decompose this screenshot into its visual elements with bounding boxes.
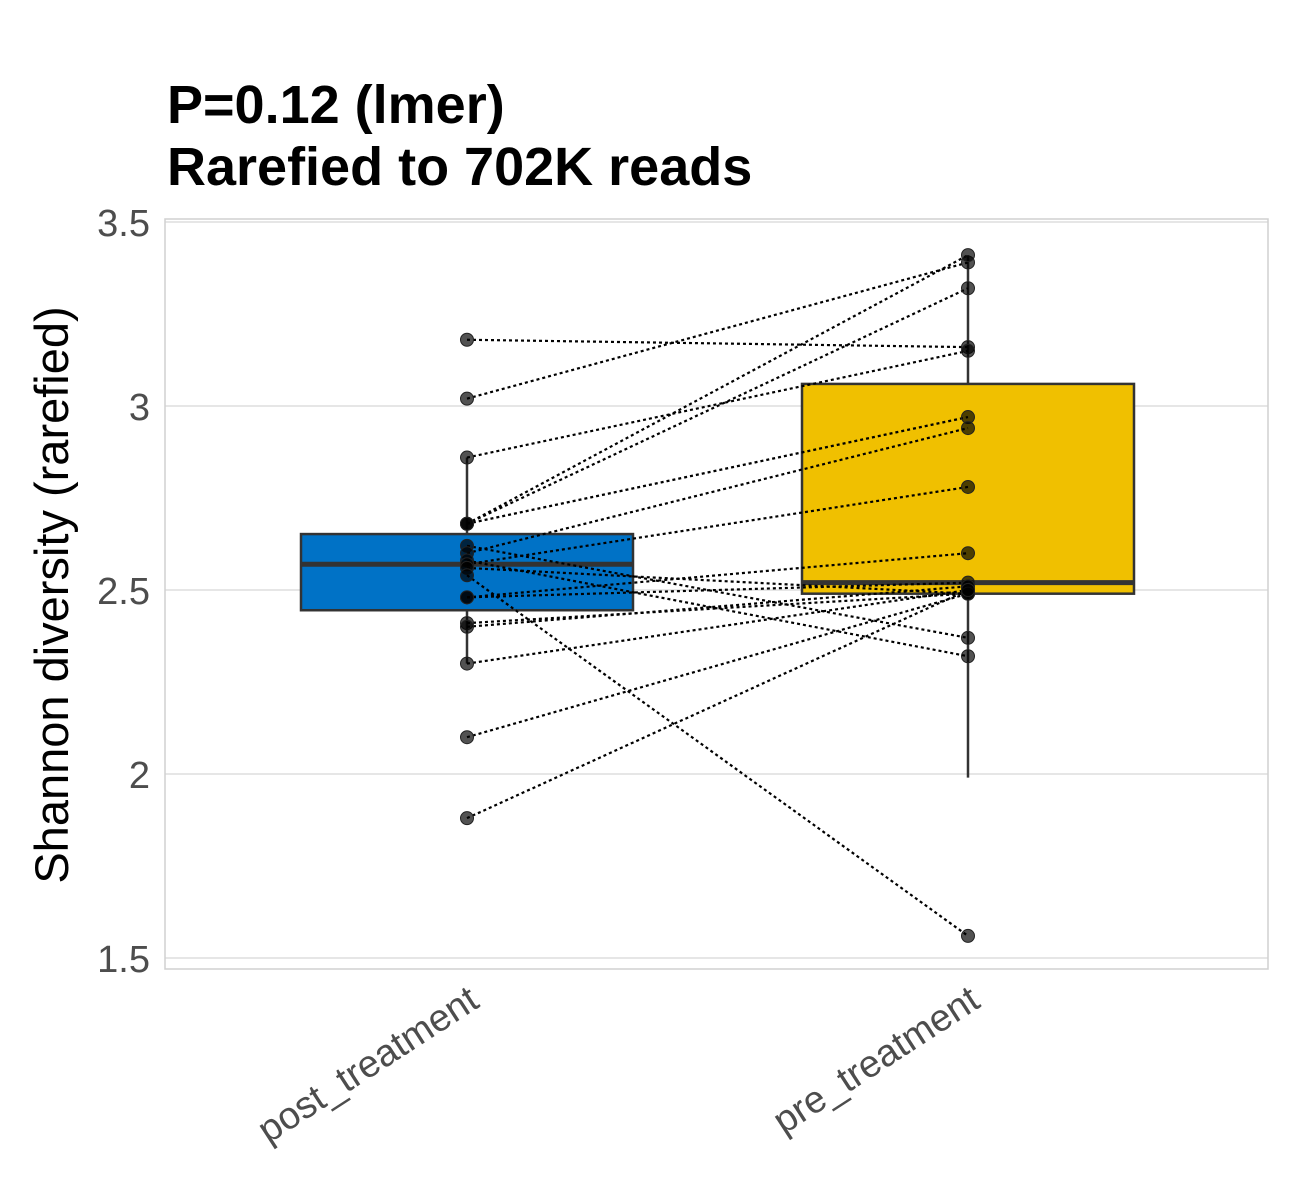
point-post-0: [460, 332, 474, 347]
point-pre-13: [961, 546, 975, 561]
point-post-5: [460, 516, 474, 531]
point-post-13: [460, 590, 474, 605]
y-tick-label-2: 2.5: [97, 571, 150, 613]
pair-lines: [466, 254, 969, 937]
y-tick-labels: 1.5 2 2.5 3 3.5: [97, 203, 150, 981]
point-pre-2: [961, 343, 975, 358]
pair-line-5: [466, 415, 969, 525]
pair-line-16: [466, 588, 969, 665]
y-tick-label-3: 3: [129, 387, 150, 429]
y-tick-label-0: 1.5: [97, 939, 150, 981]
y-tick-label-4: 3.5: [97, 203, 150, 245]
point-pre-3: [961, 248, 975, 263]
point-pre-4: [961, 281, 975, 296]
point-post-11: [460, 568, 474, 583]
pair-line-0: [466, 338, 969, 349]
point-post-18: [460, 811, 474, 826]
x-tick-labels: post_treatment pre_treatment: [250, 978, 987, 1152]
pair-line-8: [466, 559, 969, 658]
point-pre-9: [961, 479, 975, 494]
point-post-16: [460, 656, 474, 671]
point-pre-6: [961, 630, 975, 645]
pair-line-1: [466, 261, 969, 400]
x-tick-label-pre_treatment: pre_treatment: [766, 978, 988, 1142]
chart-title: P=0.12 (lmer) Rarefied to 702K reads: [167, 74, 752, 198]
pair-line-7: [466, 427, 969, 555]
boxes: [299, 382, 1136, 612]
pair-line-2: [466, 349, 969, 459]
data-points: [460, 248, 975, 943]
point-post-1: [460, 391, 474, 406]
point-post-15: [460, 619, 474, 634]
pair-line-18: [466, 588, 969, 820]
y-axis-label: Shannon diversity (rarefied): [25, 306, 78, 883]
plot-panel-border: [164, 218, 1269, 970]
title-line-1: P=0.12 (lmer): [167, 75, 505, 135]
point-pre-18: [961, 583, 975, 597]
pair-line-17: [466, 592, 969, 739]
point-pre-8: [961, 649, 975, 664]
point-post-17: [460, 730, 474, 745]
point-pre-7: [961, 421, 975, 436]
pair-line-4: [466, 287, 969, 525]
pair-line-3: [466, 254, 969, 525]
pair-line-11: [466, 574, 969, 937]
pair-line-6: [466, 544, 969, 639]
point-pre-11: [961, 928, 975, 943]
y-tick-label-1: 2: [129, 755, 150, 797]
x-tick-label-post_treatment: post_treatment: [250, 978, 486, 1152]
title-line-2: Rarefied to 702K reads: [167, 137, 753, 197]
pair-line-9: [466, 485, 969, 566]
point-post-2: [460, 450, 474, 465]
